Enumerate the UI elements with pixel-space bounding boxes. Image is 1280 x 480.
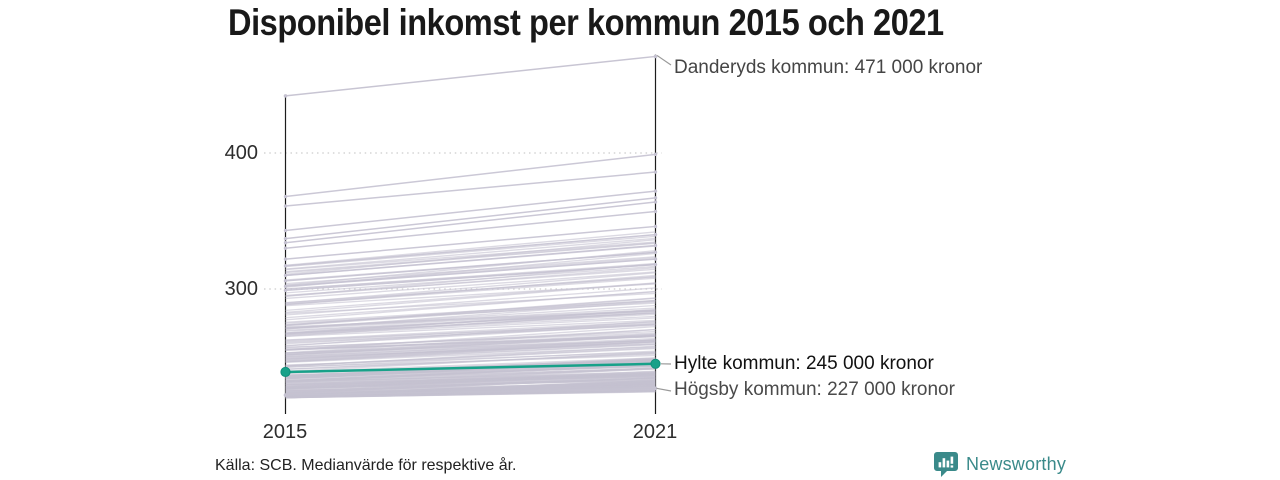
y-axis-tick-300: 300	[224, 278, 258, 300]
newsworthy-logo[interactable]: Newsworthy	[933, 451, 1066, 478]
newsworthy-bubble-barchart-icon	[933, 451, 959, 478]
annotation-hylte-highlight: Hylte kommun: 245 000 kronor	[674, 353, 934, 374]
annotation-hogsby: Högsby kommun: 227 000 kronor	[674, 379, 955, 400]
annotation-danderyd: Danderyds kommun: 471 000 kronor	[674, 57, 983, 78]
chart-title: Disponibel inkomst per kommun 2015 och 2…	[228, 2, 944, 43]
x-axis-tick-2021: 2021	[632, 421, 678, 443]
newsworthy-logo-label: Newsworthy	[966, 454, 1067, 474]
x-axis-tick-2015: 2015	[262, 421, 308, 443]
source-note: Källa: SCB. Medianvärde för respektive å…	[215, 457, 517, 474]
y-axis-tick-400: 400	[224, 142, 258, 164]
